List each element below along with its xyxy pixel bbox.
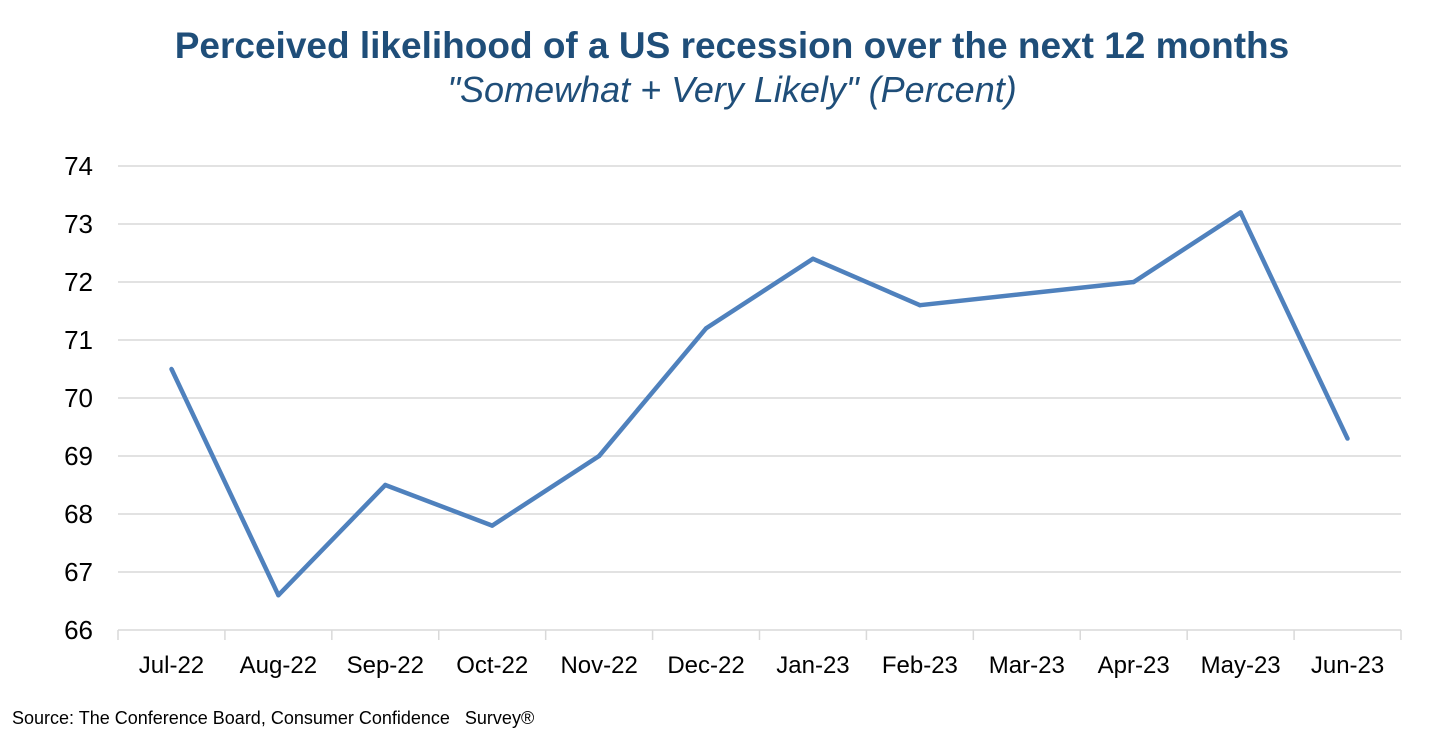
x-tick-label: Dec-22 [667, 652, 744, 679]
x-axis-tick-labels: Jul-22 Aug-22 Sep-22 Oct-22 Nov-22 Dec-22 Jan-… [139, 652, 1384, 679]
x-tick-label: Oct-22 [456, 652, 528, 679]
y-tick-label: 69 [64, 441, 93, 471]
x-tick-label: Nov-22 [560, 652, 637, 679]
y-tick-label: 70 [64, 383, 93, 413]
data-point-Sep-22 [383, 482, 388, 488]
data-point-Nov-22 [596, 453, 602, 459]
x-tick-label: Jun-23 [1311, 652, 1384, 679]
y-tick-label: 74 [64, 151, 93, 181]
data-point-Aug-22 [276, 593, 281, 598]
chart-subtitle: "Somewhat + Very Likely" (Percent) [447, 69, 1017, 110]
x-tick-label: Aug-22 [240, 652, 317, 679]
x-tick-label: Mar-23 [989, 652, 1065, 679]
chart-title: Perceived likelihood of a US recession o… [174, 25, 1290, 66]
data-point-Feb-23 [917, 303, 923, 308]
source-note: Source: The Conference Board, Consumer C… [12, 708, 535, 728]
data-point-Apr-23 [1131, 279, 1136, 285]
y-tick-label: 72 [64, 267, 93, 297]
series-layer [169, 210, 1350, 598]
y-axis-tick-labels: 66 67 68 69 70 71 72 73 74 [64, 151, 93, 645]
y-tick-label: 73 [64, 209, 93, 239]
data-point-May-23 [1238, 210, 1243, 215]
data-point-Jan-23 [810, 256, 816, 261]
y-tick-label: 67 [64, 557, 93, 587]
y-tick-label: 71 [64, 325, 93, 355]
data-point-Jul-22 [169, 366, 174, 372]
x-tick-label: Feb-23 [882, 652, 958, 679]
series-line-0 [169, 210, 1350, 598]
y-tick-label: 66 [64, 615, 93, 645]
x-tick-label: Jan-23 [776, 652, 849, 679]
x-tick-label: Jul-22 [139, 652, 204, 679]
gridlines [118, 165, 1401, 573]
x-tick-label: Sep-22 [347, 652, 424, 679]
data-point-Jun-23 [1345, 436, 1350, 441]
y-tick-label: 68 [64, 499, 93, 529]
x-tick-label: May-23 [1201, 652, 1281, 679]
data-point-Oct-22 [490, 523, 495, 528]
x-axis [117, 629, 1402, 640]
data-point-Dec-22 [703, 326, 709, 331]
x-tick-label: Apr-23 [1098, 652, 1170, 679]
